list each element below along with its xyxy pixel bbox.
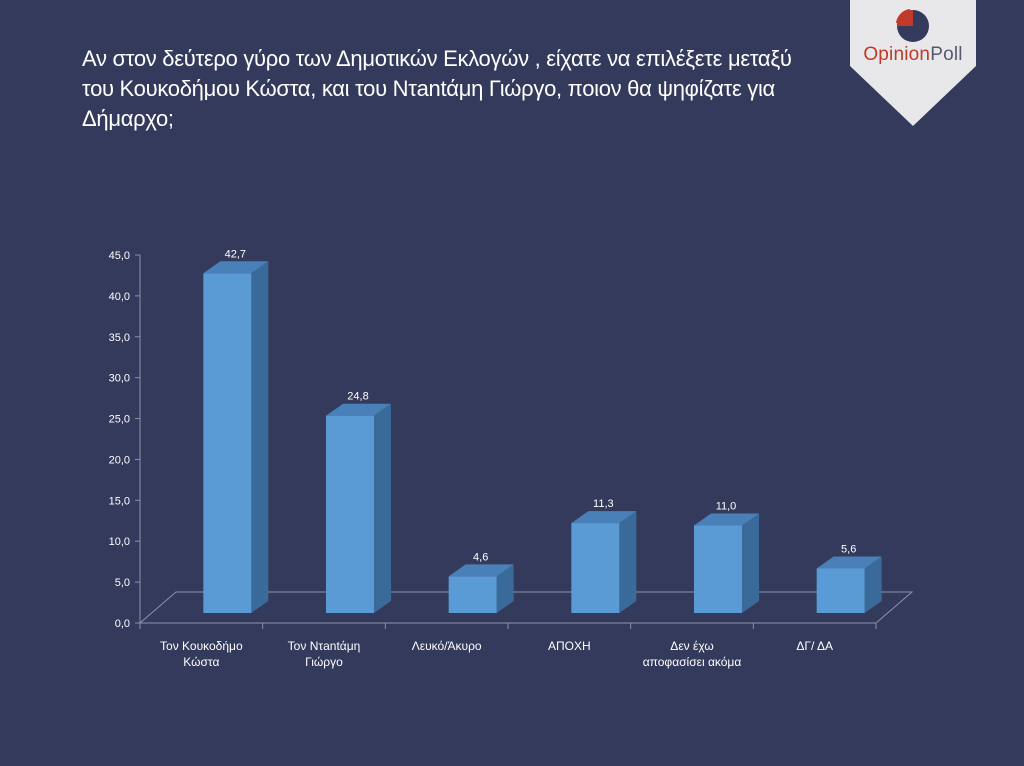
- x-category-label: ΔΓ/ ΔΑ: [796, 639, 833, 653]
- data-label: 24,8: [347, 391, 368, 403]
- y-tick-label: 5,0: [115, 577, 130, 589]
- y-tick-label: 30,0: [109, 373, 130, 385]
- bar-side: [374, 403, 391, 613]
- data-label: 4,6: [473, 551, 488, 563]
- bar-side: [496, 564, 514, 613]
- bar-side: [251, 261, 269, 613]
- x-category-label: Γιώργο: [305, 655, 343, 669]
- x-category-label: ΑΠΟΧΗ: [548, 639, 591, 653]
- logo-text-opinion: Opinion: [863, 44, 931, 65]
- y-tick-label: 45,0: [109, 250, 130, 262]
- data-label: 5,6: [841, 543, 856, 555]
- y-tick-label: 40,0: [109, 291, 130, 303]
- bar-side: [864, 556, 882, 613]
- x-category-label: Δεν έχω: [670, 639, 713, 653]
- bar: [326, 415, 374, 613]
- bar: [571, 523, 620, 613]
- pie-icon: [896, 9, 929, 42]
- bar-top: [816, 556, 882, 569]
- logo-text-poll: Poll: [930, 44, 963, 65]
- bar-top: [571, 511, 637, 524]
- bar-top: [203, 261, 269, 274]
- x-category-label: Λευκό/Άκυρο: [412, 639, 482, 653]
- bar: [816, 568, 865, 613]
- bar-side: [619, 511, 637, 613]
- data-label: 11,0: [716, 500, 737, 512]
- x-category-label: Τον Ντantάμη: [288, 639, 361, 653]
- bar: [448, 576, 497, 613]
- data-label: 11,3: [593, 498, 614, 510]
- data-label: 42,7: [225, 248, 246, 260]
- x-category-label: Κώστα: [183, 655, 219, 669]
- logo-text: OpinionPoll: [850, 44, 976, 66]
- opinion-poll-logo: OpinionPoll: [850, 0, 976, 126]
- bar-top: [448, 564, 514, 577]
- bar: [694, 525, 742, 613]
- bar-top: [694, 513, 759, 526]
- bar-side: [742, 513, 759, 613]
- y-tick-label: 20,0: [109, 454, 130, 466]
- y-tick-label: 15,0: [109, 495, 130, 507]
- y-tick-label: 35,0: [109, 332, 130, 344]
- slide-title: Αν στον δεύτερο γύρο των Δημοτικών Εκλογ…: [82, 46, 792, 131]
- logo-badge-shape: [850, 0, 976, 126]
- y-tick-label: 10,0: [109, 536, 130, 548]
- x-category-label: Τον Κουκοδήμο: [160, 639, 243, 653]
- bar-top: [326, 403, 391, 416]
- y-tick-label: 25,0: [109, 414, 130, 426]
- y-tick-label: 0,0: [115, 618, 130, 630]
- x-category-label: αποφασίσει ακόμα: [643, 655, 742, 669]
- bar: [203, 273, 252, 613]
